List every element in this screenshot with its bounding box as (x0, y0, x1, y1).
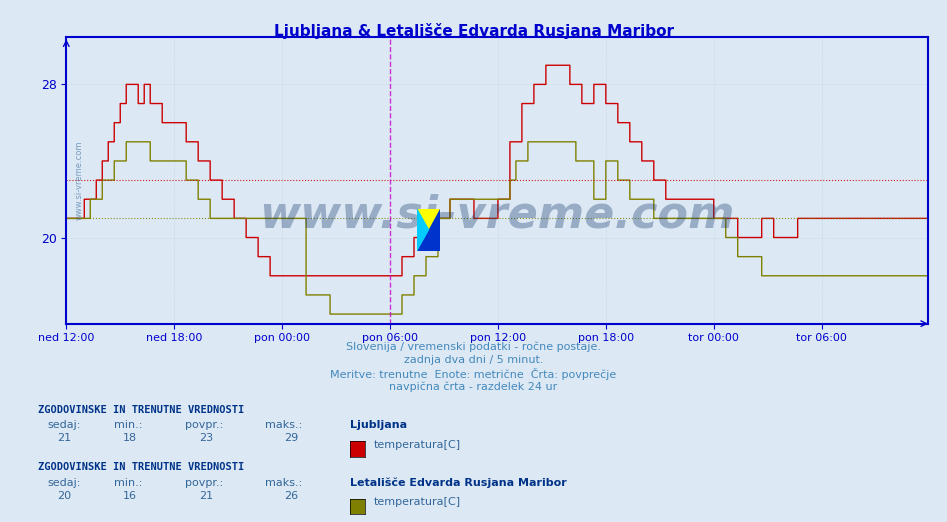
Text: Ljubljana: Ljubljana (350, 420, 407, 430)
Text: Slovenija / vremenski podatki - ročne postaje.: Slovenija / vremenski podatki - ročne po… (346, 342, 601, 352)
Text: 21: 21 (57, 433, 71, 443)
Text: temperatura[C]: temperatura[C] (374, 440, 461, 449)
Text: 26: 26 (284, 491, 298, 501)
Polygon shape (417, 209, 428, 251)
Text: www.si-vreme.com: www.si-vreme.com (75, 140, 83, 220)
Text: 23: 23 (199, 433, 213, 443)
Text: min.:: min.: (114, 478, 142, 488)
Text: 16: 16 (123, 491, 137, 501)
Text: temperatura[C]: temperatura[C] (374, 497, 461, 507)
Text: min.:: min.: (114, 420, 142, 430)
Polygon shape (417, 209, 440, 251)
Text: Ljubljana & Letališče Edvarda Rusjana Maribor: Ljubljana & Letališče Edvarda Rusjana Ma… (274, 23, 673, 40)
Text: 18: 18 (123, 433, 137, 443)
Text: sedaj:: sedaj: (47, 420, 80, 430)
Text: ZGODOVINSKE IN TRENUTNE VREDNOSTI: ZGODOVINSKE IN TRENUTNE VREDNOSTI (38, 405, 244, 414)
Text: navpična črta - razdelek 24 ur: navpična črta - razdelek 24 ur (389, 381, 558, 392)
Text: sedaj:: sedaj: (47, 478, 80, 488)
Text: ZGODOVINSKE IN TRENUTNE VREDNOSTI: ZGODOVINSKE IN TRENUTNE VREDNOSTI (38, 462, 244, 472)
Polygon shape (417, 209, 440, 251)
Text: Letališče Edvarda Rusjana Maribor: Letališče Edvarda Rusjana Maribor (350, 478, 567, 488)
Text: povpr.:: povpr.: (185, 478, 223, 488)
Text: zadnja dva dni / 5 minut.: zadnja dva dni / 5 minut. (403, 355, 544, 365)
Text: www.si-vreme.com: www.si-vreme.com (259, 193, 735, 236)
Text: 20: 20 (57, 491, 71, 501)
Text: maks.:: maks.: (265, 420, 302, 430)
Text: 21: 21 (199, 491, 213, 501)
Text: povpr.:: povpr.: (185, 420, 223, 430)
Text: maks.:: maks.: (265, 478, 302, 488)
Text: Meritve: trenutne  Enote: metrične  Črta: povprečje: Meritve: trenutne Enote: metrične Črta: … (331, 368, 616, 380)
Text: 29: 29 (284, 433, 298, 443)
